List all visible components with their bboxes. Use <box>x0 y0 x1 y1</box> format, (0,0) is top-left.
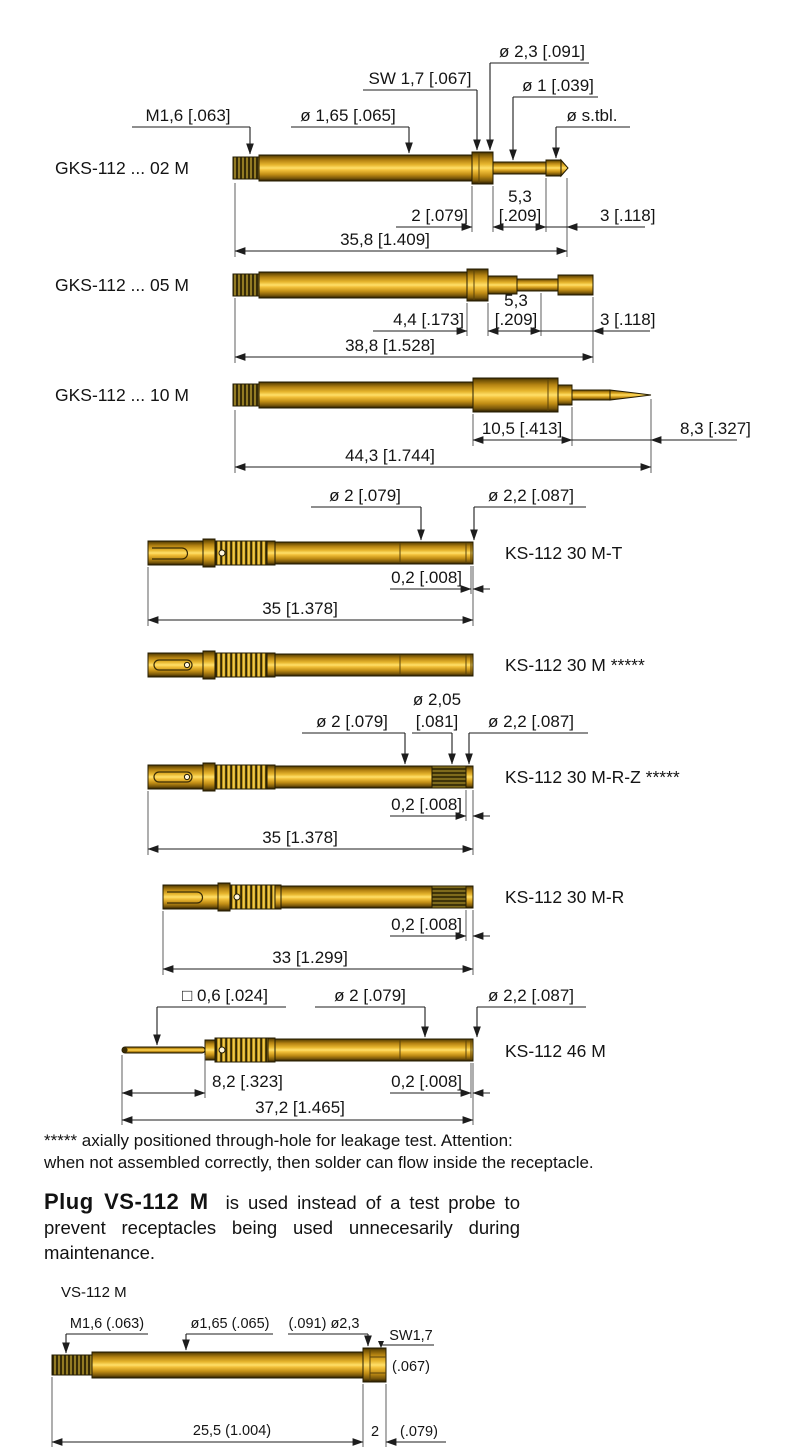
callout-sq06: □ 0,6 [.024] <box>182 986 268 1005</box>
dims-ks30mt: 0,2 [.008] 35 [1.378] <box>147 566 490 626</box>
row-ks30mt: KS-112 30 M-T ø 2 [.079] ø 2,2 [.087] <box>147 486 623 626</box>
callout-d22: ø 2,2 [.087] <box>488 986 574 1005</box>
probe-ks30m <box>147 650 474 680</box>
footnote-line1: ***** axially positioned through-hole fo… <box>44 1131 513 1150</box>
probe-vs112m <box>51 1347 387 1383</box>
sw17-arrowhead <box>378 1341 384 1348</box>
dim-total: 35,8 [1.409] <box>340 230 430 249</box>
dim-nut: 2 [.079] <box>411 206 468 225</box>
dims-gks02: 2 [.079] 5,3 [.209] 3 [.118] 35,8 [1.409… <box>234 178 655 257</box>
row-label-gks05: GKS-112 ... 05 M <box>55 275 189 295</box>
dim-step: 0,2 [.008] <box>391 568 462 587</box>
plug-note: Plug VS-112 M is used instead of a test … <box>44 1189 520 1265</box>
dim-nut-mm: 2 <box>371 1424 379 1440</box>
callout-d23: ø 2,3 [.091] <box>499 42 585 61</box>
probe-gks02 <box>232 151 569 185</box>
row-ks30mr: KS-112 30 M-R 0,2 [.008] 33 [1.299] <box>162 882 624 975</box>
dim-pin: 8,2 [.323] <box>212 1072 283 1091</box>
callout-d205-in: [.081] <box>416 712 459 731</box>
callout-d205-mm: ø 2,05 <box>413 690 461 709</box>
dim-barrel: 10,5 [.413] <box>482 419 562 438</box>
dim-tip: 3 [.118] <box>600 206 655 225</box>
row-gks10: GKS-112 ... 10 M 10,5 [.413] 8,3 [.327] … <box>55 377 751 473</box>
probe-gks05 <box>232 268 594 302</box>
probe-gks10 <box>232 377 652 413</box>
callout-sw17: SW 1,7 [.067] <box>369 69 472 88</box>
callout-d2: ø 2 [.079] <box>329 486 401 505</box>
callout-d22: ø 2,2 [.087] <box>488 712 574 731</box>
callout-dstbl: ø s.tbl. <box>566 106 617 125</box>
dim-shaft-in: [.209] <box>499 206 542 225</box>
callout-m16: M1,6 (.063) <box>70 1316 144 1332</box>
probe-ks30mr <box>162 882 474 912</box>
row-label-ks30mrz: KS-112 30 M-R-Z ***** <box>505 767 680 787</box>
callout-d165: ø 1,65 [.065] <box>300 106 395 125</box>
callout-d1: ø 1 [.039] <box>522 76 594 95</box>
dim-total: 33 [1.299] <box>272 948 348 967</box>
footnote-line2: when not assembled correctly, then solde… <box>44 1153 594 1172</box>
dim-nut-in: (.079) <box>400 1424 438 1440</box>
dims-gks05: 4,4 [.173] 5,3 [.209] 3 [.118] 38,8 [1.5… <box>234 291 655 363</box>
probe-ks30mrz <box>147 762 474 792</box>
callout-d22: ø 2,2 [.087] <box>488 486 574 505</box>
callout-m16: M1,6 [.063] <box>145 106 230 125</box>
dim-step: 0,2 [.008] <box>391 795 462 814</box>
callout-sw17-in: (.067) <box>392 1359 430 1375</box>
row-label-ks30mr: KS-112 30 M-R <box>505 887 624 907</box>
dim-total: 35 [1.378] <box>262 599 338 618</box>
vs112m-label: VS-112 M <box>61 1284 127 1301</box>
dim-total: 38,8 [1.528] <box>345 336 435 355</box>
dim-tip: 8,3 [.327] <box>680 419 751 438</box>
callout-d165: ø1,65 (.065) <box>191 1316 270 1332</box>
callouts-vs112m: M1,6 (.063) ø1,65 (.065) (.091) ø2,3 SW1… <box>62 1316 434 1375</box>
dim-nut: 4,4 [.173] <box>393 310 464 329</box>
callouts-ks46m: □ 0,6 [.024] ø 2 [.079] ø 2,2 [.087] <box>153 986 586 1046</box>
callouts-gks02: M1,6 [.063] ø 1,65 [.065] SW 1,7 [.067] … <box>132 42 630 161</box>
dim-shaft-mm: 5,3 <box>508 187 532 206</box>
dims-ks30mrz: 0,2 [.008] 35 [1.378] <box>147 790 490 855</box>
dim-total: 25,5 (1.004) <box>193 1423 271 1439</box>
row-label-ks46m: KS-112 46 M <box>505 1041 606 1061</box>
dim-total: 44,3 [1.744] <box>345 446 435 465</box>
probe-ks30mt <box>147 538 474 568</box>
row-label-gks10: GKS-112 ... 10 M <box>55 385 189 405</box>
dims-gks10: 10,5 [.413] 8,3 [.327] 44,3 [1.744] <box>234 399 751 473</box>
callout-d23: (.091) ø2,3 <box>289 1316 360 1332</box>
probe-ks46m <box>121 1037 474 1063</box>
row-ks46m: KS-112 46 M □ 0,6 [.024] ø 2 [.079] ø 2,… <box>121 986 606 1125</box>
plug-note-body: is used instead of a test probe to preve… <box>44 1192 520 1263</box>
dim-total: 35 [1.378] <box>262 828 338 847</box>
dim-step: 0,2 [.008] <box>391 915 462 934</box>
dim-tip: 3 [.118] <box>600 310 655 329</box>
dim-shaft-mm: 5,3 <box>504 291 528 310</box>
row-label-ks30mt: KS-112 30 M-T <box>505 543 623 563</box>
callout-d2: ø 2 [.079] <box>316 712 388 731</box>
plug-note-heading: Plug VS-112 M <box>44 1189 209 1214</box>
dim-total: 37,2 [1.465] <box>255 1098 345 1117</box>
dims-vs112m: 25,5 (1.004) 2 (.079) <box>51 1377 446 1447</box>
row-label-ks30m: KS-112 30 M ***** <box>505 655 645 675</box>
callouts-ks30mrz: ø 2 [.079] ø 2,05 [.081] ø 2,2 [.087] <box>302 690 588 765</box>
vs112m-drawing: M1,6 (.063) ø1,65 (.065) (.091) ø2,3 SW1… <box>51 1316 446 1447</box>
row-gks05: GKS-112 ... 05 M 4,4 [.173] 5,3 [.209] 3… <box>55 268 655 363</box>
row-gks02: GKS-112 ... 02 M M1,6 [.063] ø 1,65 [.06… <box>55 42 655 257</box>
callout-d2: ø 2 [.079] <box>334 986 406 1005</box>
dims-ks30mr: 0,2 [.008] 33 [1.299] <box>162 910 490 975</box>
dim-step: 0,2 [.008] <box>391 1072 462 1091</box>
row-label-gks02: GKS-112 ... 02 M <box>55 158 189 178</box>
row-ks30mrz: KS-112 30 M-R-Z ***** ø 2 [.079] ø 2,05 … <box>147 690 680 855</box>
dims-ks46m: 8,2 [.323] 0,2 [.008] 37,2 [1.465] <box>121 1055 490 1125</box>
callout-sw17: SW1,7 <box>389 1328 433 1344</box>
dim-shaft-in: [.209] <box>495 310 538 329</box>
footnote: ***** axially positioned through-hole fo… <box>44 1130 624 1174</box>
row-ks30m: KS-112 30 M ***** <box>147 650 645 680</box>
callouts-ks30mt: ø 2 [.079] ø 2,2 [.087] <box>311 486 586 541</box>
